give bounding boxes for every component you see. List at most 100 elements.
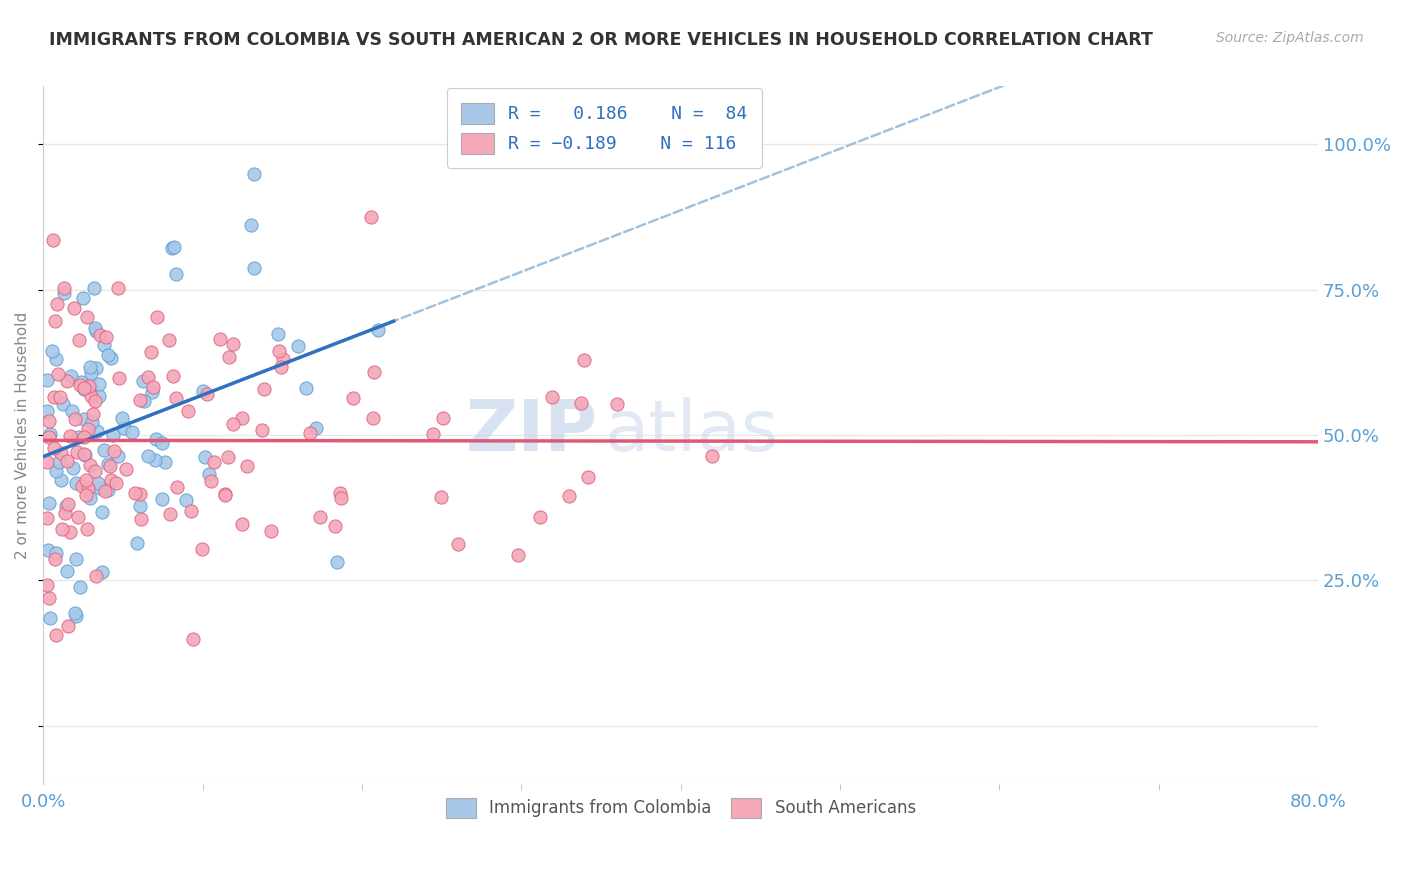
Point	[112, 420, 135, 434]
Point	[53, 281, 76, 295]
Point	[86, 424, 108, 438]
Point	[576, 470, 599, 484]
Point	[174, 493, 197, 508]
Point	[208, 332, 231, 346]
Point	[107, 449, 129, 463]
Point	[97, 483, 120, 498]
Point	[73, 381, 96, 395]
Point	[162, 368, 184, 383]
Point	[93, 443, 115, 458]
Point	[330, 491, 353, 506]
Point	[51, 522, 73, 536]
Point	[250, 423, 273, 437]
Point	[73, 411, 96, 425]
Point	[159, 333, 181, 347]
Point	[222, 417, 245, 432]
Point	[39, 427, 62, 442]
Point	[89, 377, 111, 392]
Point	[326, 555, 349, 569]
Point	[53, 285, 76, 300]
Point	[48, 454, 70, 468]
Point	[529, 509, 551, 524]
Point	[51, 446, 73, 460]
Point	[115, 461, 138, 475]
Point	[76, 522, 98, 536]
Point	[37, 543, 59, 558]
Point	[72, 291, 94, 305]
Point	[253, 382, 276, 396]
Point	[242, 167, 264, 181]
Point	[194, 450, 217, 465]
Legend: Immigrants from Colombia, South Americans: Immigrants from Colombia, South American…	[439, 791, 922, 824]
Point	[41, 344, 63, 359]
Point	[53, 507, 76, 521]
Point	[69, 377, 91, 392]
Point	[295, 381, 318, 395]
Point	[558, 489, 581, 503]
Point	[107, 281, 129, 295]
Point	[84, 320, 107, 334]
Point	[100, 473, 122, 487]
Point	[271, 351, 294, 366]
Point	[202, 455, 225, 469]
Point	[108, 371, 131, 385]
Point	[52, 397, 75, 411]
Point	[136, 449, 159, 463]
Point	[56, 498, 79, 512]
Point	[56, 374, 79, 388]
Point	[129, 499, 152, 513]
Point	[38, 495, 60, 509]
Point	[37, 430, 59, 444]
Text: ZIP: ZIP	[465, 397, 598, 466]
Point	[447, 537, 470, 551]
Point	[84, 569, 107, 583]
Point	[153, 455, 176, 469]
Point	[606, 397, 628, 411]
Point	[139, 345, 162, 359]
Point	[163, 240, 186, 254]
Point	[35, 455, 58, 469]
Point	[84, 324, 107, 338]
Point	[329, 485, 352, 500]
Point	[45, 464, 67, 478]
Point	[45, 628, 67, 642]
Point	[77, 422, 100, 436]
Point	[49, 473, 72, 487]
Point	[103, 443, 125, 458]
Point	[97, 457, 120, 471]
Point	[46, 368, 69, 382]
Point	[84, 464, 107, 478]
Point	[72, 478, 94, 492]
Point	[270, 360, 292, 375]
Point	[101, 427, 124, 442]
Point	[165, 391, 187, 405]
Point	[305, 421, 328, 435]
Point	[94, 330, 117, 344]
Point	[45, 352, 67, 367]
Point	[700, 449, 723, 463]
Point	[93, 483, 115, 498]
Point	[176, 404, 198, 418]
Point	[62, 461, 84, 475]
Point	[55, 500, 77, 514]
Point	[132, 394, 155, 409]
Text: Source: ZipAtlas.com: Source: ZipAtlas.com	[1216, 31, 1364, 45]
Point	[35, 578, 58, 592]
Point	[80, 415, 103, 429]
Point	[360, 210, 382, 224]
Point	[63, 301, 86, 315]
Point	[55, 453, 77, 467]
Point	[90, 505, 112, 519]
Point	[309, 509, 332, 524]
Point	[84, 393, 107, 408]
Point	[66, 430, 89, 444]
Point	[217, 450, 239, 464]
Point	[45, 545, 67, 559]
Point	[35, 404, 58, 418]
Point	[66, 444, 89, 458]
Point	[59, 429, 82, 443]
Point	[342, 391, 364, 405]
Point	[79, 360, 101, 375]
Point	[73, 430, 96, 444]
Point	[89, 327, 111, 342]
